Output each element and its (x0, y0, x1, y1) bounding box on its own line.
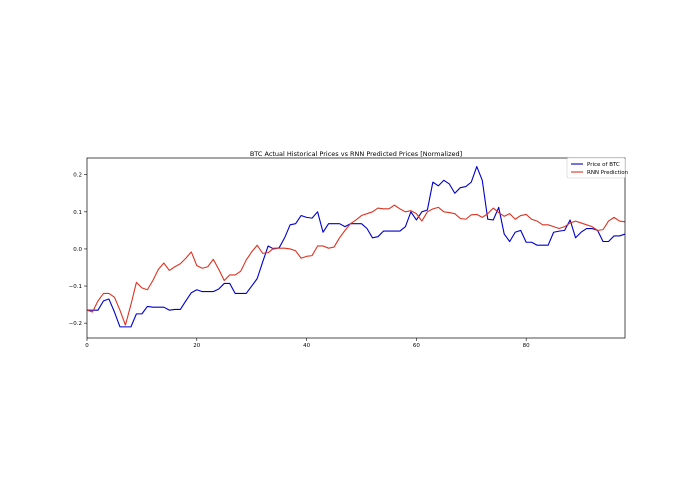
y-tick-label: 0.1 (73, 210, 82, 216)
series-layer (86, 165, 626, 328)
y-tick-label: −0.1 (69, 284, 82, 290)
x-tick-label: 20 (193, 343, 200, 349)
axes-layer: 0 20 40 60 80 −0.2 −0.1 0.0 0.1 0.2 (69, 157, 626, 349)
x-tick-label: 60 (413, 343, 420, 349)
legend-frame (566, 157, 626, 179)
legend-label-price-of-btc: Price of BTC (587, 162, 620, 168)
x-tick-label: 40 (303, 343, 310, 349)
series-line-1 (86, 204, 626, 326)
y-tick-label: 0.0 (73, 247, 82, 253)
x-tick-label: 80 (523, 343, 530, 349)
legend-label-rnn-prediction: RNN Prediction (587, 170, 629, 176)
legend: Price of BTC RNN Prediction (566, 157, 629, 179)
plot-frame (86, 157, 626, 339)
chart-title: BTC Actual Historical Prices vs RNN Pred… (250, 150, 462, 158)
x-tick-label: 0 (85, 343, 89, 349)
plot-area (87, 158, 625, 338)
plot-background (87, 158, 625, 338)
y-tick-label: −0.2 (69, 321, 82, 327)
y-tick-label: 0.2 (73, 173, 82, 179)
series-line-0 (87, 165, 626, 328)
